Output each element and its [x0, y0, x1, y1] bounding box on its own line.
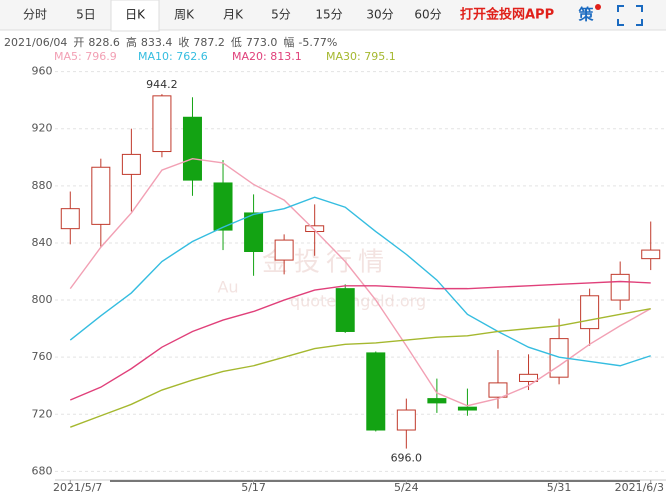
notice-dot — [595, 4, 601, 10]
info-part: 773.0 — [246, 36, 278, 49]
info-line: 2021/06/04 开 828.6 高 833.4 收 787.2 低 773.0 幅 -5.77… — [4, 35, 337, 49]
candle-body — [91, 166, 111, 225]
watermark-logo: Au — [217, 278, 238, 297]
candle-body — [60, 208, 80, 230]
y-tick-label: 920 — [32, 122, 53, 135]
candle-body — [366, 352, 386, 431]
info-part: 高 — [126, 35, 137, 49]
low-label: 696.0 — [391, 452, 423, 465]
info-part: 收 — [178, 35, 189, 49]
candle-body — [641, 249, 661, 260]
candle-body — [213, 182, 233, 231]
candle-body — [305, 225, 325, 233]
info-part: 828.6 — [88, 36, 120, 49]
info-part: 幅 — [283, 36, 294, 49]
x-tick-label: 2021/5/7 — [53, 481, 102, 494]
tab[interactable]: 月K — [223, 8, 244, 22]
tab[interactable]: 15分 — [315, 8, 342, 22]
candle-body — [335, 288, 355, 332]
tabs: 分时 5日 日K 周K 月K 5分 15分 30分 60分 — [23, 0, 442, 32]
info-part: -5.77% — [298, 36, 337, 49]
x-tick-label: 5/31 — [547, 481, 572, 494]
candle-body — [457, 406, 477, 411]
candle-body — [182, 116, 202, 181]
tab[interactable]: 周K — [174, 8, 195, 22]
info-part: 833.4 — [141, 36, 173, 49]
candle-body — [580, 295, 600, 330]
candle-body — [152, 95, 172, 153]
info-part: 开 — [73, 36, 84, 49]
info-part: 787.2 — [193, 36, 225, 49]
candle-body — [427, 398, 447, 404]
candle-body — [610, 273, 630, 301]
legend-entry: MA30: 795.1 — [326, 50, 396, 63]
ma-line — [70, 307, 651, 428]
y-tick-label: 720 — [32, 407, 53, 420]
info-part: 2021/06/04 — [4, 36, 67, 49]
plot: 680720760800840880920960Au金投行情quote.cngo… — [32, 65, 666, 494]
tab[interactable]: 分时 — [23, 8, 47, 22]
x-tick-label: 5/24 — [394, 481, 419, 494]
expand-icon[interactable] — [617, 5, 643, 26]
tab-active-bg — [110, 0, 160, 32]
legend-entry: MA10: 762.6 — [138, 50, 208, 63]
info-text: 2021/06/04 开 828.6 高 833.4 收 787.2 低 773.0 幅 -5.77… — [4, 35, 337, 49]
strategy-icon[interactable]: 策 — [577, 6, 594, 24]
x-tick-label: 2021/6/3 — [615, 481, 664, 494]
candle-body — [488, 382, 508, 398]
tab[interactable]: 5分 — [271, 8, 291, 22]
y-tick-label: 760 — [32, 350, 53, 363]
candle-body — [274, 239, 294, 261]
ma-line — [69, 157, 652, 407]
legend-entry: MA20: 813.1 — [232, 50, 302, 63]
tab[interactable]: 5日 — [76, 8, 96, 22]
app-link[interactable]: 打开金投网APP — [460, 7, 554, 23]
ma-line — [69, 196, 651, 367]
tab[interactable]: 60分 — [414, 8, 441, 22]
watermark-url: quote.cngold.org — [290, 292, 426, 311]
tab[interactable]: 日K — [125, 8, 146, 22]
y-tick-label: 840 — [32, 236, 53, 249]
candle-body — [396, 409, 416, 431]
y-tick-label: 680 — [32, 464, 53, 477]
ma-line — [70, 280, 651, 401]
y-tick-label: 960 — [32, 65, 53, 78]
info-part: 低 — [231, 36, 242, 49]
candle-body — [519, 373, 539, 382]
high-label: 944.2 — [146, 78, 178, 91]
tab[interactable]: 30分 — [366, 8, 393, 22]
y-tick-label: 880 — [32, 179, 53, 192]
candle-body — [121, 153, 141, 175]
candle-body — [244, 212, 264, 253]
x-tick-label: 5/17 — [241, 481, 266, 494]
legend: MA5: 796.9 MA10: 762.6 MA20: 813.1 MA30: 79… — [54, 50, 396, 63]
legend-entry: MA5: 796.9 — [54, 50, 117, 63]
y-tick-label: 800 — [32, 293, 53, 306]
